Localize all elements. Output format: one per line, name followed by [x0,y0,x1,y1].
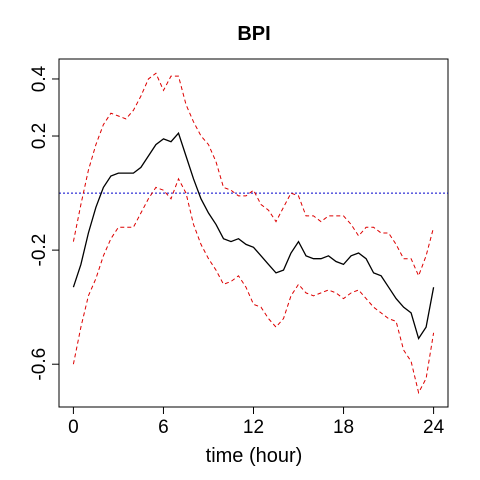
x-tick-label: 12 [243,417,264,438]
x-tick-label: 24 [423,417,445,438]
confidence-band-line-2 [72,177,435,395]
series-layer [59,72,448,395]
y-tick-label: -0.2 [29,234,50,267]
x-axis-label: time (hour) [206,445,303,467]
confidence-band-line-1 [72,72,435,278]
y-tick-label: -0.6 [29,348,50,381]
axis-layer: 0 6 12 18 24 -0.6 -0.2 0.2 0.4 [29,65,445,438]
x-tick-label: 6 [158,417,169,438]
x-tick-label: 18 [333,417,354,438]
estimate-line [72,131,435,341]
plot-frame [58,58,449,408]
chart-title: BPI [237,23,270,45]
y-tick-label: 0.4 [29,65,50,92]
x-tick-label: 0 [68,417,79,438]
y-tick-label: 0.2 [29,123,50,149]
